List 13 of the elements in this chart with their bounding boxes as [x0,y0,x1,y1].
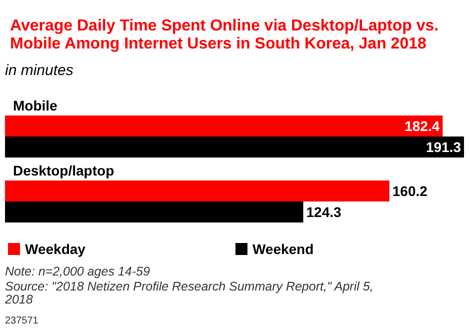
chart-subtitle: in minutes [5,62,74,79]
text: Note: n=2,000 ages 14-59 [5,264,150,278]
data-label: 182.4 [404,118,440,134]
y-tick-label: Desktop/laptop [13,162,114,178]
data-label: 191.3 [426,139,462,155]
y-tick-label: Mobile [13,98,58,114]
source-note: Source: "2018 Netizen Profile Research Summary Report," April 5, 2018 [4,280,377,306]
legend-label: Weekday [25,241,86,257]
legend-label: Weekend [252,241,314,257]
data-label: 124.3 [306,204,342,220]
text: 237571 [5,316,39,326]
chart-title: Average Daily Time Spent Online via Desktop/Laptop vs. Mobile Among Internet Users in South Korea, Jan 2018 [10,18,444,52]
data-label: 160.2 [392,183,428,199]
